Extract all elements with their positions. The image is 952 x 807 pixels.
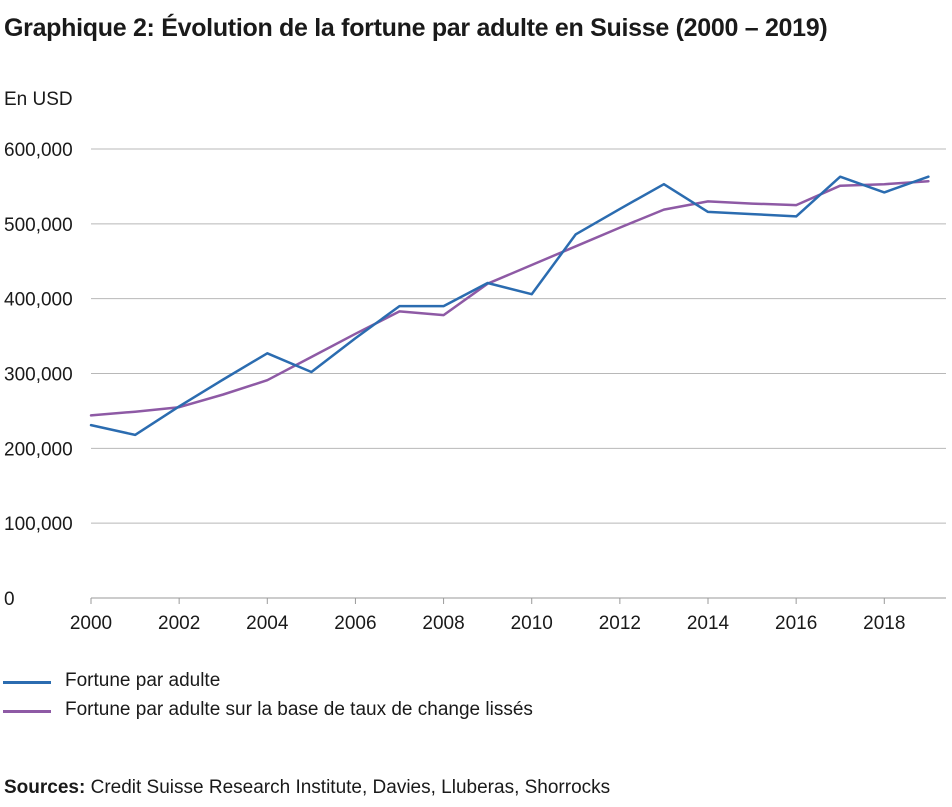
data-point-series-1 <box>795 215 797 217</box>
sources-note: Sources: Credit Suisse Research Institut… <box>4 777 610 799</box>
data-point-series-1 <box>222 378 224 380</box>
x-tick-label: 2008 <box>422 613 464 634</box>
series-lines <box>89 175 930 437</box>
data-point-series-1 <box>310 371 312 373</box>
x-tick-label: 2010 <box>511 613 553 634</box>
series-line-2 <box>89 179 930 417</box>
data-point-series-2 <box>531 264 533 266</box>
data-point-series-2 <box>575 245 577 247</box>
y-axis-ticks: 0 100,000 200,000 300,000 400,000 500,000 600,… <box>4 140 73 610</box>
y-tick-label: 0 <box>4 589 15 610</box>
data-point-series-2 <box>751 202 753 204</box>
x-tick-label: 2000 <box>70 613 112 634</box>
line-chart: 0 100,000 200,000 300,000 400,000 500,000 600,… <box>4 140 946 634</box>
data-point-series-1 <box>90 424 92 426</box>
legend-label-series-1: Fortune par adulte <box>65 670 221 691</box>
y-tick-label: 500,000 <box>4 215 73 236</box>
data-point-series-2 <box>222 393 224 395</box>
y-tick-label: 300,000 <box>4 365 73 386</box>
legend-swatch-series-2 <box>3 710 51 713</box>
legend-swatch-series-1 <box>3 681 51 684</box>
data-point-series-2 <box>90 414 92 416</box>
data-point-series-1 <box>927 175 929 177</box>
y-tick-label: 400,000 <box>4 290 73 311</box>
data-point-series-1 <box>707 211 709 213</box>
data-point-series-2 <box>839 184 841 186</box>
data-point-series-2 <box>266 379 268 381</box>
data-point-series-2 <box>619 226 621 228</box>
y-axis-unit-label: En USD <box>4 89 73 110</box>
data-point-series-2 <box>663 208 665 210</box>
series-line-1 <box>89 175 930 437</box>
sources-text: Credit Suisse Research Institute, Davies… <box>85 777 611 798</box>
data-point-series-1 <box>486 282 488 284</box>
y-tick-label: 600,000 <box>4 140 73 161</box>
data-point-series-1 <box>354 337 356 339</box>
data-point-series-1 <box>663 183 665 185</box>
data-point-series-2 <box>398 310 400 312</box>
data-point-series-2 <box>795 204 797 206</box>
data-point-series-1 <box>751 213 753 215</box>
grid-lines <box>91 148 946 524</box>
data-point-series-1 <box>266 352 268 354</box>
data-point-series-2 <box>310 356 312 358</box>
x-tick-label: 2014 <box>687 613 730 634</box>
legend-label-series-2: Fortune par adulte sur la base de taux d… <box>65 699 533 720</box>
data-point-series-1 <box>575 233 577 235</box>
data-point-series-1 <box>398 305 400 307</box>
data-point-series-1 <box>178 405 180 407</box>
data-point-series-2 <box>442 314 444 316</box>
data-point-series-2 <box>927 180 929 182</box>
sources-label: Sources: <box>4 777 86 798</box>
data-point-series-1 <box>619 208 621 210</box>
x-tick-label: 2018 <box>863 613 905 634</box>
x-tick-label: 2006 <box>334 613 376 634</box>
y-tick-label: 200,000 <box>4 439 73 460</box>
data-point-series-2 <box>707 200 709 202</box>
data-point-series-1 <box>442 305 444 307</box>
data-point-series-2 <box>354 333 356 335</box>
data-point-series-1 <box>531 293 533 295</box>
x-tick-label: 2002 <box>158 613 200 634</box>
x-tick-label: 2004 <box>246 613 289 634</box>
data-point-series-2 <box>134 410 136 412</box>
y-tick-label: 100,000 <box>4 514 73 535</box>
x-tick-label: 2016 <box>775 613 817 634</box>
x-axis: 2000 2002 2004 2006 2008 2010 2012 2014 2016 2018 <box>70 597 946 634</box>
chart-title: Graphique 2: Évolution de la fortune par… <box>4 14 828 42</box>
data-point-series-1 <box>839 175 841 177</box>
data-point-series-1 <box>134 434 136 436</box>
x-tick-label: 2012 <box>599 613 641 634</box>
data-point-series-1 <box>883 191 885 193</box>
data-point-series-2 <box>883 183 885 185</box>
